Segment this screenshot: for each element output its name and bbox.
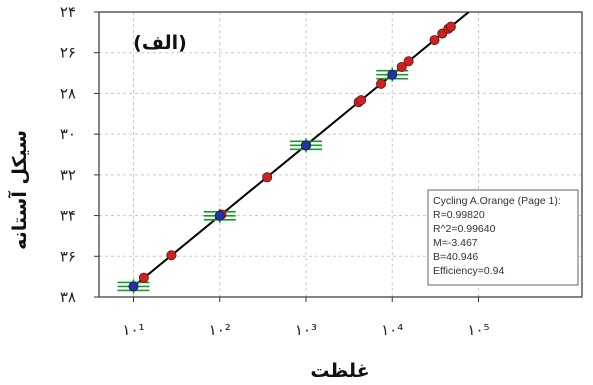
x-tick-label: ۱۰³ — [295, 321, 317, 339]
standard-point — [387, 69, 398, 80]
x-tick-label: ۱۰² — [209, 321, 231, 339]
sample-point — [429, 35, 440, 46]
sample-point — [445, 21, 456, 32]
stats-line-r2: R^2=0.99640 — [433, 223, 496, 235]
y-tick-label: ۳۴ — [60, 207, 76, 225]
x-axis-title: غلظت — [310, 360, 369, 382]
axis-ticks: ۱۰¹ ۱۰² ۱۰³ ۱۰⁴ ۱۰⁵ ۲۴ ۲۶ ۲۸ ۳۰ ۳۲ ۳۴ ۳۶ ۳۸ — [60, 3, 490, 339]
sample-point — [356, 95, 367, 106]
y-tick-label: ۳۰ — [60, 125, 76, 143]
fit-line — [132, 12, 471, 288]
x-tick-label: ۱۰⁴ — [381, 321, 403, 339]
sample-point — [396, 61, 407, 72]
sample-point — [476, 0, 485, 7]
y-tick-label: ۲۴ — [60, 3, 76, 21]
sample-point — [403, 56, 414, 67]
standard-point — [214, 210, 225, 221]
stats-line-efficiency: Efficiency=0.94 — [433, 265, 504, 277]
sample-point — [138, 272, 149, 283]
panel-label: (الف) — [133, 32, 187, 54]
y-tick-label: ۲۸ — [60, 84, 76, 102]
plot-frame — [98, 11, 583, 298]
y-tick-label: ۳۶ — [60, 247, 76, 265]
x-tick-label: ۱۰¹ — [122, 321, 144, 339]
y-axis-title: سیکل آستانه — [7, 130, 31, 250]
data-layer — [117, 0, 485, 294]
x-tick-label: ۱۰⁵ — [467, 321, 489, 339]
sample-point — [376, 78, 387, 89]
standard-point — [300, 140, 311, 151]
stats-line-slope: M=-3.467 — [433, 237, 478, 249]
standard-point — [128, 281, 139, 292]
y-tick-label: ۲۶ — [60, 44, 76, 62]
stats-line-intercept: B=40.946 — [433, 251, 478, 263]
y-tick-label: ۳۲ — [60, 166, 76, 184]
sample-point — [166, 250, 177, 261]
stats-line-r: R=0.99820 — [433, 209, 485, 221]
sample-point — [262, 172, 273, 183]
stats-box: Cycling A.Orange (Page 1): R=0.99820 R^2… — [427, 189, 579, 286]
stats-line-title: Cycling A.Orange (Page 1): — [433, 195, 561, 207]
y-tick-label: ۳۸ — [60, 288, 76, 306]
stats-box-frame — [427, 189, 579, 286]
